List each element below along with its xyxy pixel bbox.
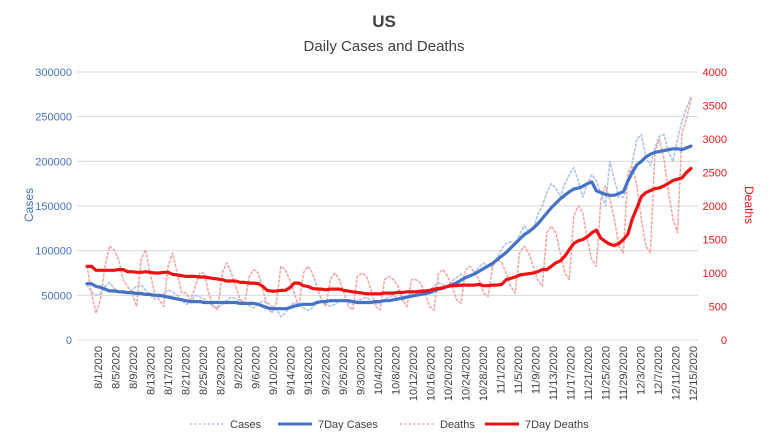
y-tick-label-left: 50000 <box>41 290 72 302</box>
y-tick-label-right: 3500 <box>703 101 727 113</box>
x-tick-label: 8/29/2020 <box>216 346 228 395</box>
legend-label: 7Day Cases <box>318 419 378 431</box>
series-line-7day-cases <box>85 144 693 311</box>
left-axis: 0 50000 100000 150000 200000 250000 300000 <box>35 67 72 347</box>
series-line-7day-deaths <box>85 166 693 296</box>
y-tick-label-left: 300000 <box>35 67 72 79</box>
series-layer <box>85 96 693 318</box>
x-tick-label: 11/9/2020 <box>531 346 543 394</box>
y-tick-label-right: 4000 <box>703 67 727 79</box>
y-tick-label-left: 0 <box>66 335 72 347</box>
x-tick-label: 12/3/2020 <box>636 346 648 395</box>
chart-subtitle: Daily Cases and Deaths <box>304 38 465 55</box>
x-tick-label: 12/15/2020 <box>688 346 700 401</box>
y-tick-label-right: 2000 <box>703 201 727 213</box>
legend-label: 7Day Deaths <box>525 419 589 431</box>
x-tick-label: 9/26/2020 <box>338 346 350 395</box>
x-tick-label: 9/22/2020 <box>321 346 333 395</box>
x-tick-label: 8/25/2020 <box>198 346 210 395</box>
legend: Cases 7Day Cases Deaths 7Day Deaths <box>190 419 589 431</box>
x-tick-label: 9/14/2020 <box>286 346 298 395</box>
x-tick-label: 9/30/2020 <box>356 346 368 395</box>
x-tick-label: 9/2/2020 <box>233 346 245 389</box>
x-tick-label: 8/9/2020 <box>128 346 140 389</box>
x-tick-label: 8/1/2020 <box>93 346 105 389</box>
y-tick-label-left: 100000 <box>35 246 72 258</box>
x-tick-label: 12/11/2020 <box>671 346 683 400</box>
x-tick-label: 8/13/2020 <box>146 346 158 395</box>
chart-title: US <box>372 12 396 31</box>
x-tick-label: 11/5/2020 <box>513 346 525 394</box>
x-tick-label: 10/28/2020 <box>478 346 490 401</box>
x-tick-label: 9/6/2020 <box>251 346 263 389</box>
right-axis: 0 500 1000 1500 2000 2500 3000 3500 4000 <box>703 67 727 347</box>
x-tick-label: 11/29/2020 <box>618 346 630 400</box>
x-tick-label: 10/8/2020 <box>391 346 403 395</box>
y-tick-label-left: 200000 <box>35 156 72 168</box>
x-tick-label: 8/21/2020 <box>181 346 193 395</box>
y-tick-label-right: 0 <box>721 335 727 347</box>
y-tick-label-right: 1500 <box>703 235 727 247</box>
series-line-deaths <box>86 98 692 315</box>
y-tick-label-right: 2500 <box>703 168 727 180</box>
x-tick-label: 11/17/2020 <box>566 346 578 400</box>
legend-label: Cases <box>230 419 262 431</box>
x-tick-label: 11/13/2020 <box>548 346 560 400</box>
x-tick-label: 10/12/2020 <box>408 346 420 401</box>
gridlines <box>77 71 698 341</box>
y-tick-label-right: 1000 <box>703 268 727 280</box>
x-tick-label: 10/20/2020 <box>443 346 455 401</box>
x-tick-label: 11/1/2020 <box>496 346 508 394</box>
x-tick-label: 8/5/2020 <box>111 346 123 389</box>
x-tick-label: 8/17/2020 <box>163 346 175 395</box>
x-tick-label: 10/24/2020 <box>461 346 473 401</box>
y-tick-label-right: 500 <box>709 302 727 314</box>
y-tick-label-left: 250000 <box>35 112 72 124</box>
y-tick-label-left: 150000 <box>35 201 72 213</box>
x-tick-label: 11/21/2020 <box>583 346 595 400</box>
x-axis: 8/1/2020 8/5/2020 8/9/2020 8/13/2020 8/17/20… <box>93 346 700 401</box>
series-line-cases <box>86 96 692 318</box>
x-tick-label: 10/16/2020 <box>426 346 438 401</box>
x-tick-label: 12/7/2020 <box>653 346 665 395</box>
y-tick-label-right: 3000 <box>703 134 727 146</box>
x-tick-label: 9/10/2020 <box>268 346 280 395</box>
x-tick-label: 11/25/2020 <box>601 346 613 400</box>
x-tick-label: 9/18/2020 <box>303 346 315 395</box>
legend-label: Deaths <box>440 419 475 431</box>
x-tick-label: 10/4/2020 <box>373 346 385 395</box>
y-axis-title-left: Cases <box>22 188 36 222</box>
y-axis-title-right: Deaths <box>742 186 756 224</box>
